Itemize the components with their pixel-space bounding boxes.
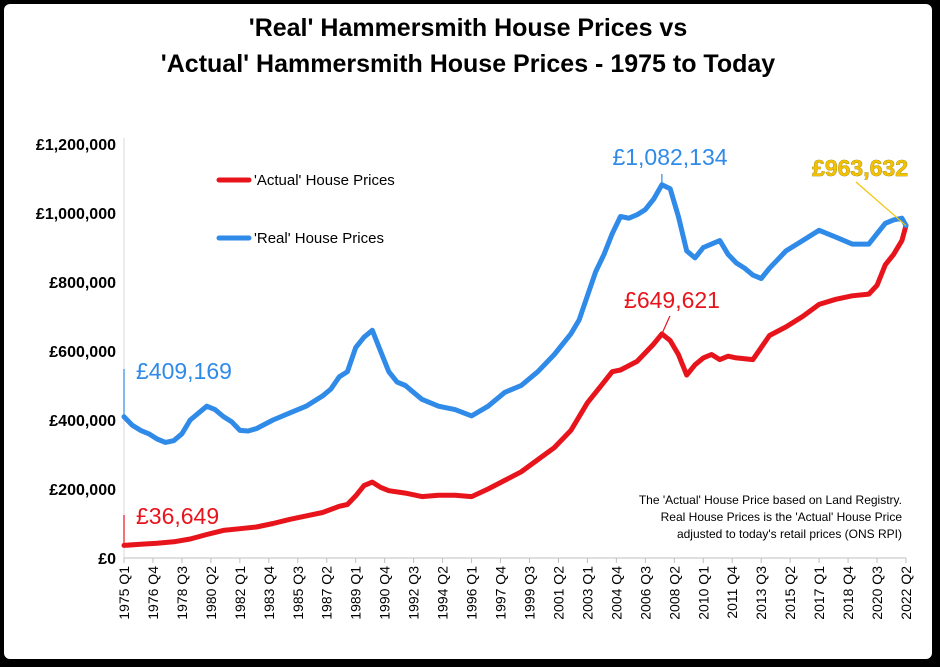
x-tick-label: 1975 Q1 <box>116 566 132 620</box>
x-tick-label: 2011 Q4 <box>724 566 740 619</box>
y-tick-label: £200,000 <box>49 482 116 499</box>
x-tick-label: 2003 Q1 <box>579 566 595 620</box>
legend-label-real: 'Real' House Prices <box>254 230 384 247</box>
x-tick-label: 2017 Q1 <box>811 566 827 620</box>
line-chart: £1,200,000 £1,000,000 £800,000 £600,000 £400… <box>36 137 914 620</box>
x-tick-label: 2018 Q4 <box>840 566 856 620</box>
x-tick-label: 2010 Q1 <box>695 566 711 620</box>
x-tick-label: 2006 Q3 <box>637 566 653 620</box>
y-tick-label: £600,000 <box>49 344 116 361</box>
real-price-line <box>121 182 909 445</box>
chart-title: 'Real' Hammersmith House Prices vs 'Actu… <box>4 10 932 82</box>
x-tick-label: 1976 Q4 <box>145 566 161 620</box>
legend-label-actual: 'Actual' House Prices <box>254 172 395 189</box>
x-tick-label: 1989 Q1 <box>348 566 364 620</box>
callout-actual-start: £36,649 <box>136 503 219 529</box>
series-lines <box>121 182 909 548</box>
x-tick-label: 1990 Q4 <box>377 566 393 620</box>
x-tick-label: 1999 Q3 <box>521 566 537 620</box>
x-tick-label: 1985 Q3 <box>290 566 306 620</box>
x-tick-label: 1982 Q1 <box>232 566 248 620</box>
source-note-line: The 'Actual' House Price based on Land R… <box>639 493 902 507</box>
callout-actual-peak: £649,621 <box>624 287 720 313</box>
x-tick-label: 2020 Q3 <box>869 566 885 620</box>
x-tick-label: 1997 Q4 <box>493 566 509 620</box>
callout-current: £963,632 <box>812 155 908 181</box>
x-tick-label: 2001 Q2 <box>550 566 566 620</box>
source-note-line: adjusted to today's retail prices (ONS R… <box>677 527 902 541</box>
x-tick-label: 2004 Q4 <box>608 566 624 620</box>
y-tick-label: £1,000,000 <box>36 206 116 223</box>
y-tick-label: £400,000 <box>49 413 116 430</box>
callout-actual-peak-leader <box>661 315 671 335</box>
x-tick-label: 1996 Q1 <box>464 566 480 620</box>
chart-title-line-2: 'Actual' Hammersmith House Prices - 1975… <box>160 50 776 78</box>
source-note-line: Real House Prices is the 'Actual' House … <box>661 510 903 524</box>
x-tick-label: 1980 Q2 <box>203 566 219 620</box>
x-tick-label: 1978 Q3 <box>174 566 190 620</box>
x-axis-ticks: 1975 Q1 1976 Q4 1978 Q3 1980 Q2 1982 Q1 1983 … <box>116 558 914 620</box>
callout-real-start: £409,169 <box>136 358 232 384</box>
x-tick-label: 1994 Q2 <box>435 566 451 620</box>
x-tick-label: 1987 Q2 <box>319 566 335 620</box>
annotations: £409,169 £36,649 £649,621 £1,082,134 £963,63… <box>123 144 908 546</box>
actual-price-line <box>121 223 909 548</box>
callout-current-leader <box>855 181 907 226</box>
x-tick-label: 2013 Q3 <box>753 566 769 620</box>
source-note: The 'Actual' House Price based on Land R… <box>639 493 902 541</box>
y-tick-label: £1,200,000 <box>36 137 116 154</box>
y-tick-label: £0 <box>98 551 116 568</box>
chart-panel: 'Real' Hammersmith House Prices vs 'Actu… <box>4 4 932 659</box>
x-tick-label: 1983 Q4 <box>261 566 277 620</box>
callout-real-peak: £1,082,134 <box>612 144 727 170</box>
x-tick-label: 2022 Q2 <box>898 566 914 620</box>
x-tick-label: 2008 Q2 <box>666 566 682 620</box>
y-axis-ticks: £1,200,000 £1,000,000 £800,000 £600,000 £400… <box>36 137 116 568</box>
x-tick-label: 1992 Q3 <box>406 566 422 620</box>
x-tick-label: 2015 Q2 <box>782 566 798 620</box>
chart-title-line-1: 'Real' Hammersmith House Prices vs <box>248 14 688 42</box>
axes <box>123 138 906 559</box>
legend: 'Actual' House Prices 'Real' House Prices <box>216 172 395 247</box>
y-tick-label: £800,000 <box>49 275 116 292</box>
